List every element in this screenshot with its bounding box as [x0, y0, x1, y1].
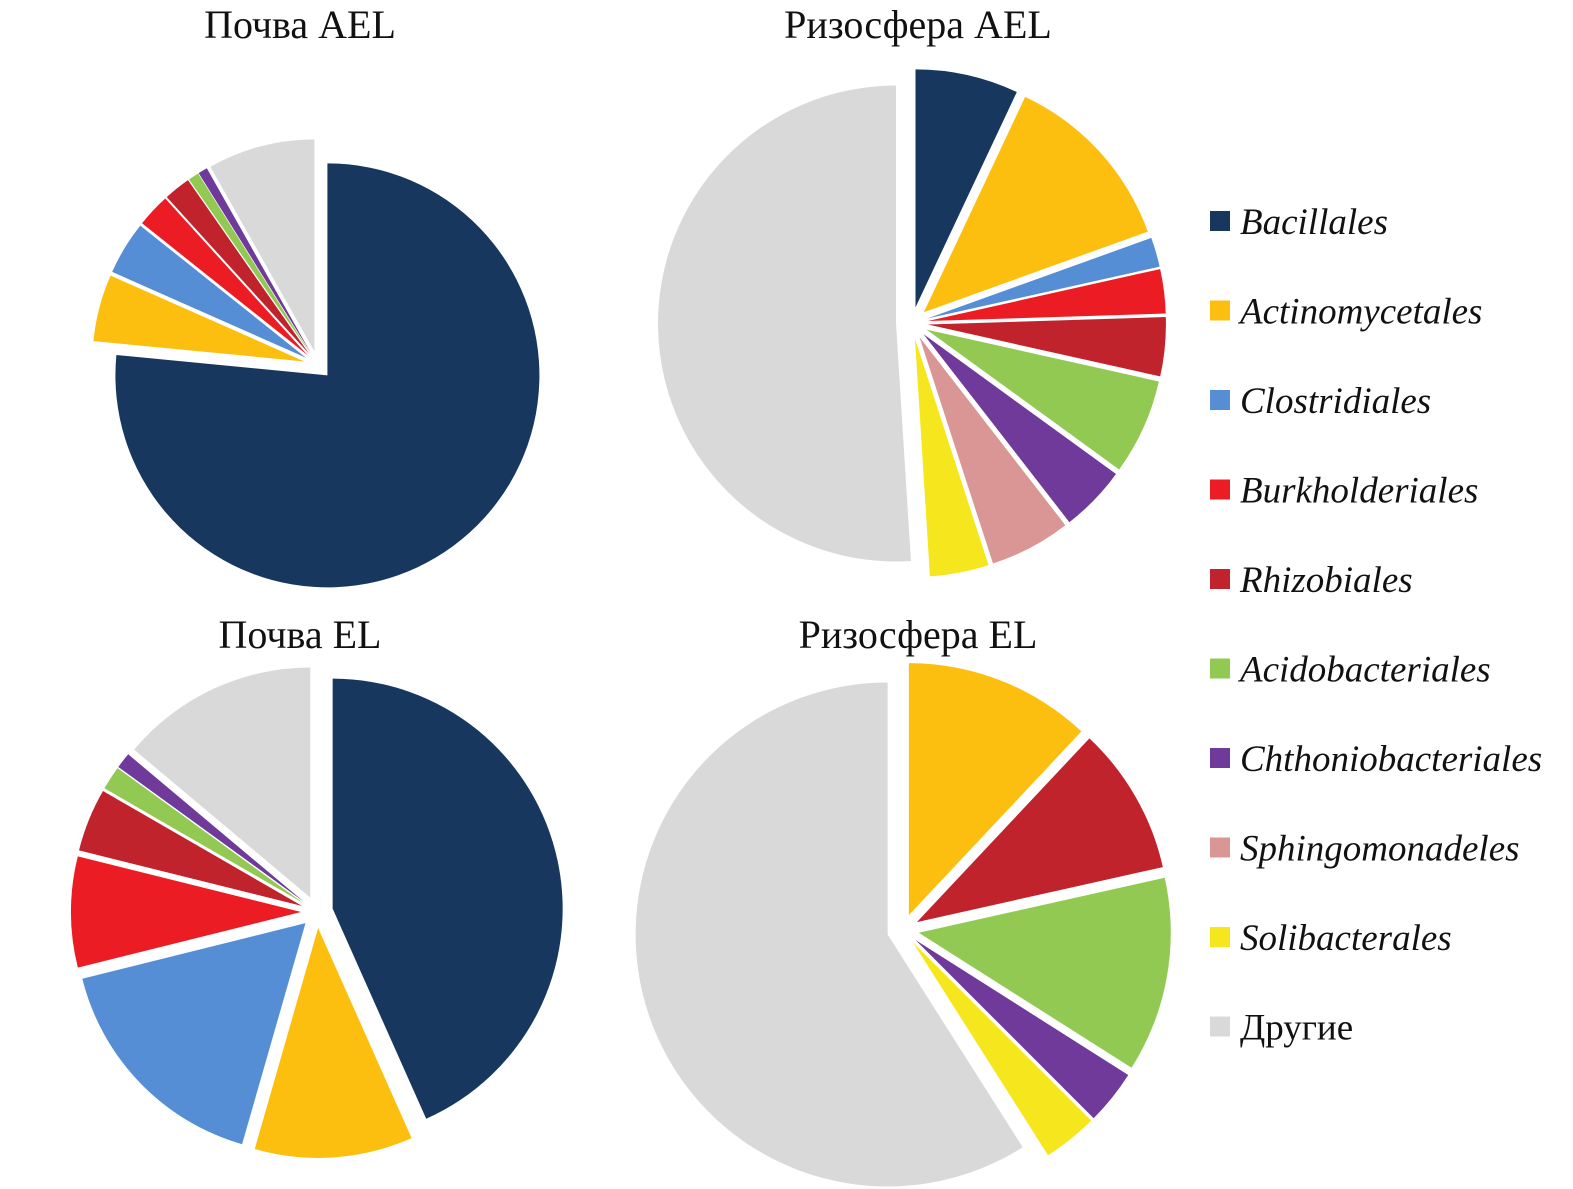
- pie-slice-chthoniobacteriales: [923, 334, 1117, 523]
- pie-slice-clostridiales: [82, 923, 306, 1145]
- pie-slice-rhizobiales: [927, 317, 1166, 377]
- pie-slice-actinomycetales: [254, 927, 412, 1158]
- pie-slice-chthoniobacteriales: [118, 754, 305, 903]
- legend-item-sphingomonadeles: Sphingomonadeles: [1210, 829, 1520, 870]
- chart-title-soil-ael: Почва AEL: [204, 2, 396, 47]
- legend-item-chthoniobacteriales: Chthoniobacteriales: [1210, 739, 1542, 780]
- chart-title-rhizosphere-el: Ризосфера EL: [799, 612, 1038, 657]
- legend-item-bacillales: Bacillales: [1210, 202, 1388, 243]
- pie-slice-bacillales: [915, 69, 1017, 308]
- legend-swatch-solibacterales: [1210, 927, 1230, 947]
- pie-chart-rhizosphere-el: Ризосфера EL: [635, 612, 1171, 1187]
- pie-slice-actinomycetales: [93, 275, 305, 362]
- legend-swatch-sphingomonadeles: [1210, 837, 1230, 858]
- legend-label-chthoniobacteriales: Chthoniobacteriales: [1240, 739, 1542, 780]
- pie-slice-other: [210, 139, 315, 352]
- pie-slice-clostridiales: [927, 237, 1160, 319]
- legend-item-rhizobiales: Rhizobiales: [1210, 560, 1413, 601]
- legend-item-actinomycetales: Actinomycetales: [1210, 292, 1482, 333]
- legend-label-rhizobiales: Rhizobiales: [1239, 560, 1413, 601]
- pie-slice-solibacterales: [913, 942, 1092, 1156]
- pie-slice-clostridiales: [112, 225, 307, 358]
- pie-slice-acidobacteriales: [188, 173, 311, 354]
- pie-slice-other: [635, 682, 1023, 1187]
- legend-swatch-chthoniobacteriales: [1210, 748, 1230, 768]
- legend-swatch-rhizobiales: [1210, 569, 1230, 589]
- legend-swatch-other: [1210, 1016, 1230, 1037]
- pie-slice-actinomycetales: [908, 663, 1082, 916]
- legend: Bacillales Actinomycetales Clostridiales Bu…: [1210, 202, 1542, 1049]
- pie-chart-rhizosphere-ael: Ризосфера AEL: [658, 2, 1166, 577]
- pie-slice-rhizobiales: [916, 738, 1163, 923]
- legend-swatch-bacillales: [1210, 211, 1230, 231]
- pie-slice-actinomycetales: [923, 96, 1148, 313]
- pie-slice-bacillales: [332, 678, 563, 1119]
- legend-label-acidobacteriales: Acidobacteriales: [1237, 650, 1491, 691]
- pie-slice-solibacterales: [914, 338, 989, 577]
- legend-swatch-actinomycetales: [1210, 300, 1230, 321]
- legend-item-acidobacteriales: Acidobacteriales: [1210, 650, 1491, 691]
- pie-slice-rhizobiales: [166, 180, 310, 355]
- pie-slice-chthoniobacteriales: [198, 168, 311, 353]
- legend-item-other: Другие: [1210, 1008, 1353, 1049]
- legend-label-actinomycetales: Actinomycetales: [1237, 292, 1482, 333]
- pie-slice-rhizobiales: [78, 791, 303, 907]
- legend-label-other: Другие: [1240, 1008, 1353, 1049]
- pie-slice-acidobacteriales: [918, 877, 1171, 1068]
- pie-slice-other: [658, 85, 911, 562]
- legend-item-burkholderiales: Burkholderiales: [1210, 471, 1478, 512]
- legend-swatch-burkholderiales: [1210, 479, 1230, 500]
- pie-slice-other: [134, 667, 311, 898]
- legend-swatch-clostridiales: [1210, 390, 1230, 410]
- legend-item-clostridiales: Clostridiales: [1210, 381, 1431, 422]
- pie-chart-soil-el: Почва EL: [71, 612, 563, 1158]
- pie-slice-sphingomonadeles: [919, 337, 1066, 564]
- legend-label-solibacterales: Solibacterales: [1240, 918, 1452, 959]
- legend-swatch-acidobacteriales: [1210, 658, 1230, 679]
- pie-slice-acidobacteriales: [926, 329, 1159, 470]
- pie-slice-burkholderiales: [142, 198, 308, 356]
- chart-title-soil-el: Почва EL: [219, 612, 382, 657]
- pie-slice-acidobacteriales: [104, 768, 304, 904]
- legend-label-clostridiales: Clostridiales: [1240, 381, 1431, 422]
- chart-title-rhizosphere-ael: Ризосфера AEL: [784, 2, 1052, 47]
- pie-slice-burkholderiales: [71, 856, 301, 968]
- legend-item-solibacterales: Solibacterales: [1210, 918, 1452, 959]
- pie-slice-chthoniobacteriales: [915, 940, 1129, 1119]
- pie-slice-bacillales: [115, 163, 540, 588]
- pie-slice-burkholderiales: [927, 269, 1166, 321]
- pie-chart-soil-ael: Почва AEL: [93, 2, 540, 588]
- legend-label-burkholderiales: Burkholderiales: [1240, 471, 1478, 512]
- legend-label-bacillales: Bacillales: [1240, 202, 1388, 243]
- legend-label-sphingomonadeles: Sphingomonadeles: [1240, 829, 1520, 870]
